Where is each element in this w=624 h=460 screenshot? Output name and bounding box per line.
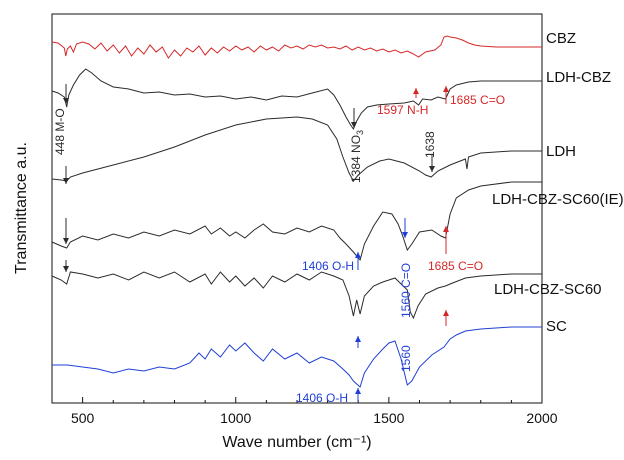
annotation-arrowhead <box>443 226 449 232</box>
series-line-ldh-cbz-sc60 <box>51 271 542 320</box>
annotation-arrowhead <box>63 238 69 244</box>
x-tick-label-2000: 2000 <box>526 410 557 426</box>
annotation-arrowhead <box>63 266 69 272</box>
annotation-label: 1406 O-H <box>302 259 354 273</box>
series-line-ldh <box>51 116 542 182</box>
annotation-label: 1685 C=O <box>428 259 483 273</box>
annotation-label: 448 M-O <box>53 108 67 155</box>
annotation-label: 1406 O-H <box>296 391 348 405</box>
annotation-arrowhead <box>413 88 419 94</box>
annotation-arrowhead <box>351 122 357 128</box>
annotation-label: 1638 <box>423 131 437 158</box>
series-label: LDH-CBZ <box>546 69 611 86</box>
peak-annotations: 1597 N-H 1685 C=O 448 M-O 1384 NO3 1638 1406 … <box>53 84 505 405</box>
x-tick-label-1000: 1000 <box>220 410 251 426</box>
x-axis-title: Wave number (cm⁻¹) <box>222 434 371 451</box>
series-label: SC <box>546 318 567 335</box>
series-line-ldh-cbz-sc60-ie- <box>51 181 542 262</box>
annotation-label: 1685 C=O <box>450 93 505 107</box>
series-line-cbz <box>51 35 542 59</box>
series-line-sc <box>52 326 542 388</box>
annotation-arrowhead <box>355 252 361 258</box>
y-axis-title: Transmittance a.u. <box>13 142 30 274</box>
annotation-label: 1560 <box>399 345 413 372</box>
series-label: LDH-CBZ-SC60 <box>494 281 602 298</box>
annotation-label: 1597 N-H <box>377 103 428 117</box>
annotation-arrowhead <box>443 310 449 316</box>
annotation-arrowhead <box>355 336 361 342</box>
annotation-label: 1560 C=O <box>399 263 413 318</box>
x-tick-label-500: 500 <box>71 410 95 426</box>
series-line-ldh-cbz <box>51 68 542 131</box>
annotation-arrowhead <box>402 232 408 238</box>
x-axis-ticks: 500 1000 1500 2000 <box>51 397 558 426</box>
annotation-arrowhead <box>443 86 449 92</box>
plot-frame <box>51 13 543 404</box>
annotation-arrowhead <box>429 166 435 172</box>
annotation-label: 1384 NO3 <box>349 130 365 183</box>
annotation-arrowhead <box>63 98 69 104</box>
x-tick-label-1500: 1500 <box>373 410 404 426</box>
annotation-arrowhead <box>355 388 361 394</box>
series-label: LDH <box>546 143 576 160</box>
series-label: LDH-CBZ-SC60(IE) <box>492 191 624 208</box>
series-label: CBZ <box>546 30 576 47</box>
annotation-arrowhead <box>63 178 69 184</box>
series-group <box>51 35 542 388</box>
series-labels: CBZ LDH-CBZ LDH LDH-CBZ-SC60(IE) LDH-CBZ-SC6… <box>492 30 624 335</box>
